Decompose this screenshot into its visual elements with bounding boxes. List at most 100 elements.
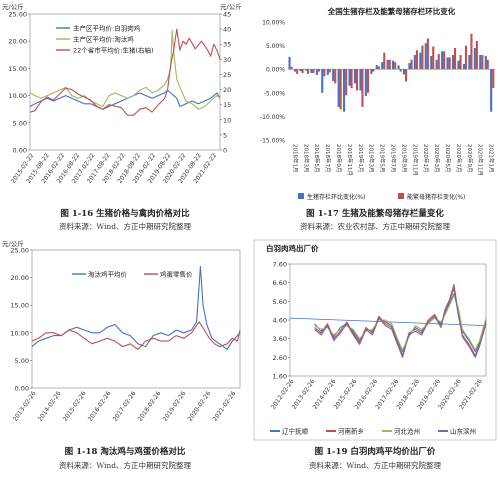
- y-tick-label: 0.00: [15, 385, 29, 393]
- bar-0: [462, 64, 465, 70]
- y2-tick-label: 15: [223, 101, 231, 109]
- legend-swatch: [398, 193, 404, 199]
- bar-1: [361, 69, 364, 107]
- bar-1: [405, 69, 408, 82]
- source-3: 资料来源：Wind、方正中期研究院整理: [58, 461, 192, 470]
- y-tick-label: 25.00: [8, 11, 27, 19]
- y-tick-label: 7.60: [273, 261, 287, 269]
- bar-0: [343, 69, 346, 112]
- chart-title: 全国生猪存栏及能繁母猪存栏环比变化: [327, 6, 456, 16]
- bar-0: [408, 63, 411, 70]
- y-tick-label: 0.00: [13, 147, 27, 155]
- bar-0: [430, 56, 433, 70]
- source-2: 资料来源：农业农村部、方正中期研究院整理: [300, 222, 450, 231]
- legend-label: 山东滨州: [450, 427, 476, 436]
- bar-1: [399, 69, 402, 72]
- bar-1: [323, 69, 326, 77]
- y-tick-label: 5.00: [15, 357, 29, 365]
- bar-1: [394, 62, 397, 70]
- series-line-1: [31, 321, 241, 350]
- plot-frame: [29, 13, 221, 151]
- bar-0: [441, 51, 444, 70]
- x-tick-label: 2019年1月: [357, 144, 365, 173]
- plot-frame: [289, 263, 487, 377]
- y-tick-label: 6.60: [273, 279, 287, 287]
- legend-label: 河南新乡: [338, 427, 364, 436]
- y-tick-label: -5.00%: [264, 90, 286, 97]
- source-1: 资料来源：Wind、方正中期研究院整理: [58, 222, 192, 231]
- bar-0: [457, 60, 460, 70]
- x-tick-label: 2020-02-26: [187, 390, 213, 423]
- bar-1: [475, 40, 478, 70]
- x-tick-label: 2021年1月: [488, 144, 496, 172]
- y-tick-label: 25.00: [10, 247, 29, 255]
- chart-1-pig-vs-poultry: 0.00 5.00 10.00 15.00 20.00 25.00 0 5 10 15 20 25 30…: [2, 2, 242, 185]
- plot-frame: [31, 249, 241, 389]
- bar-1: [377, 66, 380, 70]
- series-line-2: [29, 28, 221, 116]
- bar-0: [452, 55, 455, 70]
- series-line-1: [29, 29, 221, 110]
- y-axis-label: 元/公斤: [2, 2, 24, 11]
- bar-0: [288, 56, 291, 70]
- bar-0: [479, 55, 482, 70]
- y-tick-label: 4.60: [273, 317, 287, 325]
- y-tick-label: 3.60: [273, 335, 287, 343]
- bar-1: [296, 69, 299, 74]
- bar-1: [464, 45, 467, 70]
- bar-0: [337, 69, 340, 107]
- bar-1: [312, 69, 315, 73]
- y2-tick-label: 10: [223, 116, 231, 124]
- legend-label: 鸡蛋零售价: [160, 270, 193, 279]
- bar-0: [370, 69, 373, 74]
- x-tick-label: 2015-02-26: [62, 390, 88, 423]
- bar-0: [446, 57, 449, 70]
- y-tick-label: -15.00%: [260, 138, 285, 145]
- x-tick-label: 2019年7月: [390, 144, 398, 173]
- y2-tick-label: 20: [223, 86, 231, 94]
- x-tick-label: 2019年3月: [368, 144, 376, 173]
- legend-label: 淘汰鸡平均价: [88, 270, 128, 279]
- y2-tick-label: 5: [223, 131, 227, 139]
- y2-tick-label: 45: [223, 11, 231, 19]
- x-tick-label: 2018年1月: [291, 144, 299, 173]
- chart-2-pig-inventory: 全国生猪存栏及能繁母猪存栏环比变化 10.00% 5.00% 0.00% -5.00% -…: [260, 6, 496, 201]
- bar-0: [484, 56, 487, 70]
- bar-0: [326, 69, 329, 75]
- series-line-3: [314, 287, 487, 358]
- y-tick-label: 1.60: [273, 373, 287, 381]
- x-tick-label: 2018年7月: [324, 144, 332, 173]
- x-tick-label: 2019年5月: [379, 144, 387, 173]
- y2-tick-label: 40: [223, 26, 231, 34]
- bar-0: [473, 48, 476, 70]
- caption-4: 图 1-19 白羽肉鸡平均价出厂价: [314, 447, 436, 457]
- y2-axis-label: 元/公斤: [220, 2, 242, 11]
- bar-1: [454, 48, 457, 70]
- bar-0: [397, 65, 400, 70]
- x-tick-label: 2018年5月: [313, 144, 321, 173]
- x-tick-label: 2020年1月: [422, 144, 430, 173]
- y-tick-label: 20.00: [10, 274, 29, 282]
- x-tick-label: 2020年9月: [466, 144, 474, 173]
- bar-0: [348, 69, 351, 86]
- bar-1: [345, 69, 348, 96]
- bar-0: [364, 69, 367, 97]
- x-tick-label: 2020年7月: [455, 144, 463, 173]
- legend-label: 生猪存栏环比变化(%): [307, 193, 365, 201]
- bar-0: [386, 59, 389, 70]
- bar-1: [366, 69, 369, 93]
- bar-1: [339, 69, 342, 110]
- y-tick-label: 10.00%: [262, 20, 285, 27]
- y-tick-label: 15.00: [10, 302, 29, 310]
- y2-tick-label: 35: [223, 41, 231, 49]
- bar-0: [359, 69, 362, 91]
- y2-tick-label: 0: [223, 147, 227, 155]
- bar-1: [317, 69, 320, 72]
- x-tick-label: 2018年11月: [346, 144, 354, 176]
- bar-1: [290, 66, 293, 70]
- bar-1: [388, 59, 391, 70]
- x-tick-label: 2021-02-26: [212, 390, 238, 423]
- bar-1: [486, 59, 489, 70]
- bar-1: [492, 69, 495, 89]
- bar-1: [470, 33, 473, 70]
